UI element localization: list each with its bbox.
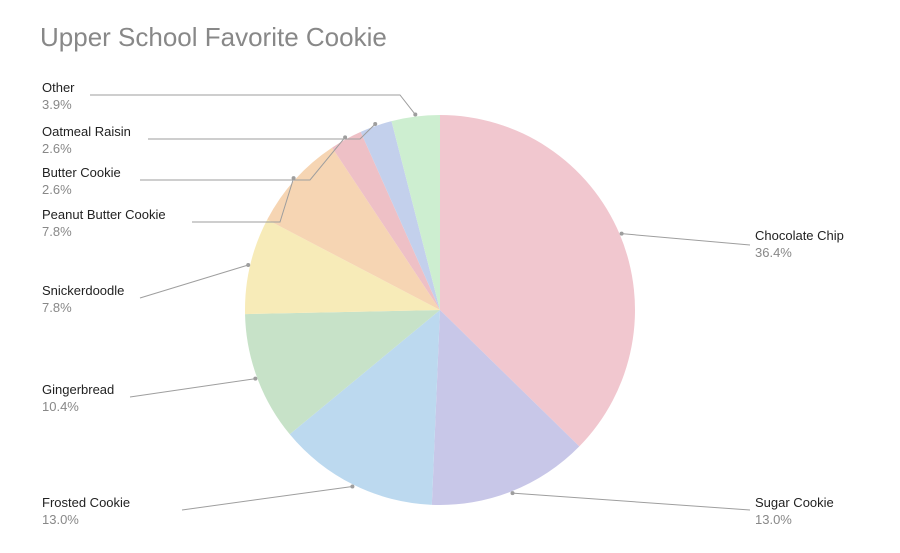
slice-label-pct: 13.0% — [42, 512, 130, 529]
slice-label-name: Snickerdoodle — [42, 283, 124, 300]
slice-label-pct: 13.0% — [755, 512, 834, 529]
slice-label-name: Other — [42, 80, 75, 97]
slice-label-name: Frosted Cookie — [42, 495, 130, 512]
slice-label-name: Sugar Cookie — [755, 495, 834, 512]
slice-label: Chocolate Chip36.4% — [755, 228, 844, 262]
slice-label-name: Gingerbread — [42, 382, 114, 399]
pie-chart — [0, 0, 900, 553]
slice-label-pct: 7.8% — [42, 300, 124, 317]
slice-label-pct: 10.4% — [42, 399, 114, 416]
slice-label-pct: 7.8% — [42, 224, 166, 241]
slice-label: Frosted Cookie13.0% — [42, 495, 130, 529]
slice-label-pct: 36.4% — [755, 245, 844, 262]
slice-label-pct: 2.6% — [42, 182, 121, 199]
leader-line — [182, 486, 352, 510]
slice-label: Oatmeal Raisin2.6% — [42, 124, 131, 158]
leader-line — [513, 493, 750, 510]
leader-line — [90, 95, 415, 115]
slice-label: Butter Cookie2.6% — [42, 165, 121, 199]
leader-line — [140, 265, 248, 298]
leader-line — [148, 124, 375, 139]
leader-line — [130, 379, 255, 397]
slice-label-name: Butter Cookie — [42, 165, 121, 182]
slice-label: Peanut Butter Cookie7.8% — [42, 207, 166, 241]
slice-label: Snickerdoodle7.8% — [42, 283, 124, 317]
slice-label: Sugar Cookie13.0% — [755, 495, 834, 529]
slice-label: Other3.9% — [42, 80, 75, 114]
slice-label-pct: 2.6% — [42, 141, 131, 158]
leader-line — [622, 234, 750, 245]
slice-label: Gingerbread10.4% — [42, 382, 114, 416]
slice-label-name: Chocolate Chip — [755, 228, 844, 245]
slice-label-pct: 3.9% — [42, 97, 75, 114]
slice-label-name: Peanut Butter Cookie — [42, 207, 166, 224]
slice-label-name: Oatmeal Raisin — [42, 124, 131, 141]
